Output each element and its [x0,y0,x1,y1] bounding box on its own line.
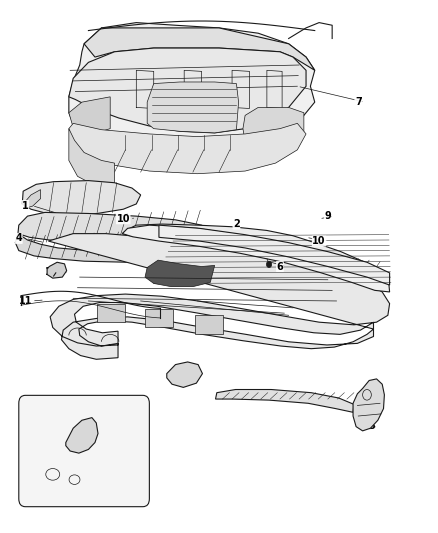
Polygon shape [69,22,315,167]
Polygon shape [22,181,141,215]
Text: 11: 11 [18,296,32,306]
Text: 4: 4 [15,233,22,244]
Polygon shape [66,418,98,453]
Text: 10: 10 [117,214,130,224]
Polygon shape [15,233,201,262]
FancyBboxPatch shape [19,395,149,507]
Bar [145,309,173,327]
Polygon shape [353,379,385,431]
Text: 10: 10 [312,236,326,246]
Polygon shape [18,213,215,246]
Text: 1: 1 [22,200,29,211]
Bar [195,316,223,334]
Text: 6: 6 [276,262,283,271]
Polygon shape [69,97,110,134]
Text: 2: 2 [233,219,240,229]
Polygon shape [215,390,354,413]
Polygon shape [69,48,306,133]
Text: 13: 13 [45,267,58,277]
Polygon shape [48,233,390,359]
Text: 5: 5 [368,421,374,431]
Polygon shape [84,28,315,70]
Polygon shape [159,225,390,285]
Polygon shape [47,262,67,278]
Circle shape [266,261,272,268]
Polygon shape [147,82,239,133]
Polygon shape [69,128,115,187]
Polygon shape [122,225,390,292]
Text: 3: 3 [37,434,44,444]
Text: 9: 9 [325,211,331,221]
Polygon shape [243,108,304,150]
Bar [97,304,125,322]
Polygon shape [145,260,215,287]
Polygon shape [23,190,41,208]
Polygon shape [167,362,202,387]
Text: 7: 7 [355,97,362,107]
Polygon shape [69,123,306,174]
Text: 12: 12 [182,370,195,380]
Polygon shape [122,224,389,290]
